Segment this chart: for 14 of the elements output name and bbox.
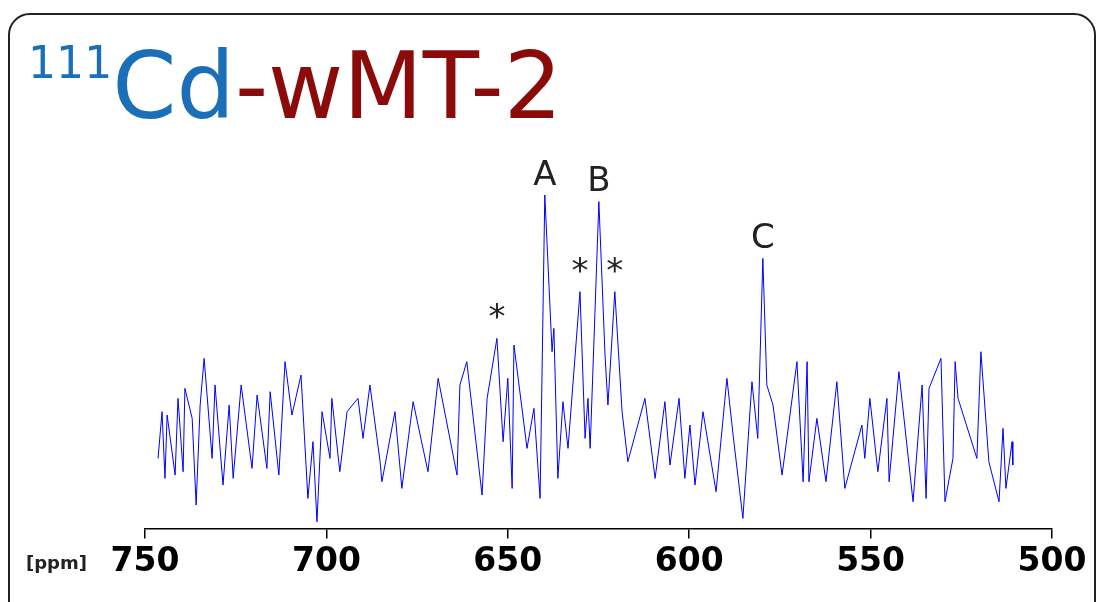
annotation: A xyxy=(533,152,557,193)
x-tick-label: 550 xyxy=(836,539,906,579)
chart-title: $^{111}$Cd-wMT-2 xyxy=(28,32,563,140)
annotation: C xyxy=(750,216,775,257)
x-tick-label: 750 xyxy=(110,539,180,579)
annotation: * xyxy=(488,296,506,337)
x-tick-label: 700 xyxy=(291,539,361,579)
x-axis-title: [ppm] xyxy=(26,551,87,573)
x-tick-label: 500 xyxy=(1017,539,1087,579)
x-tick-label: 600 xyxy=(654,539,724,579)
annotation: * xyxy=(571,249,589,290)
x-tick-label: 650 xyxy=(473,539,543,579)
annotation: B xyxy=(587,159,611,200)
annotation: * xyxy=(606,249,624,290)
